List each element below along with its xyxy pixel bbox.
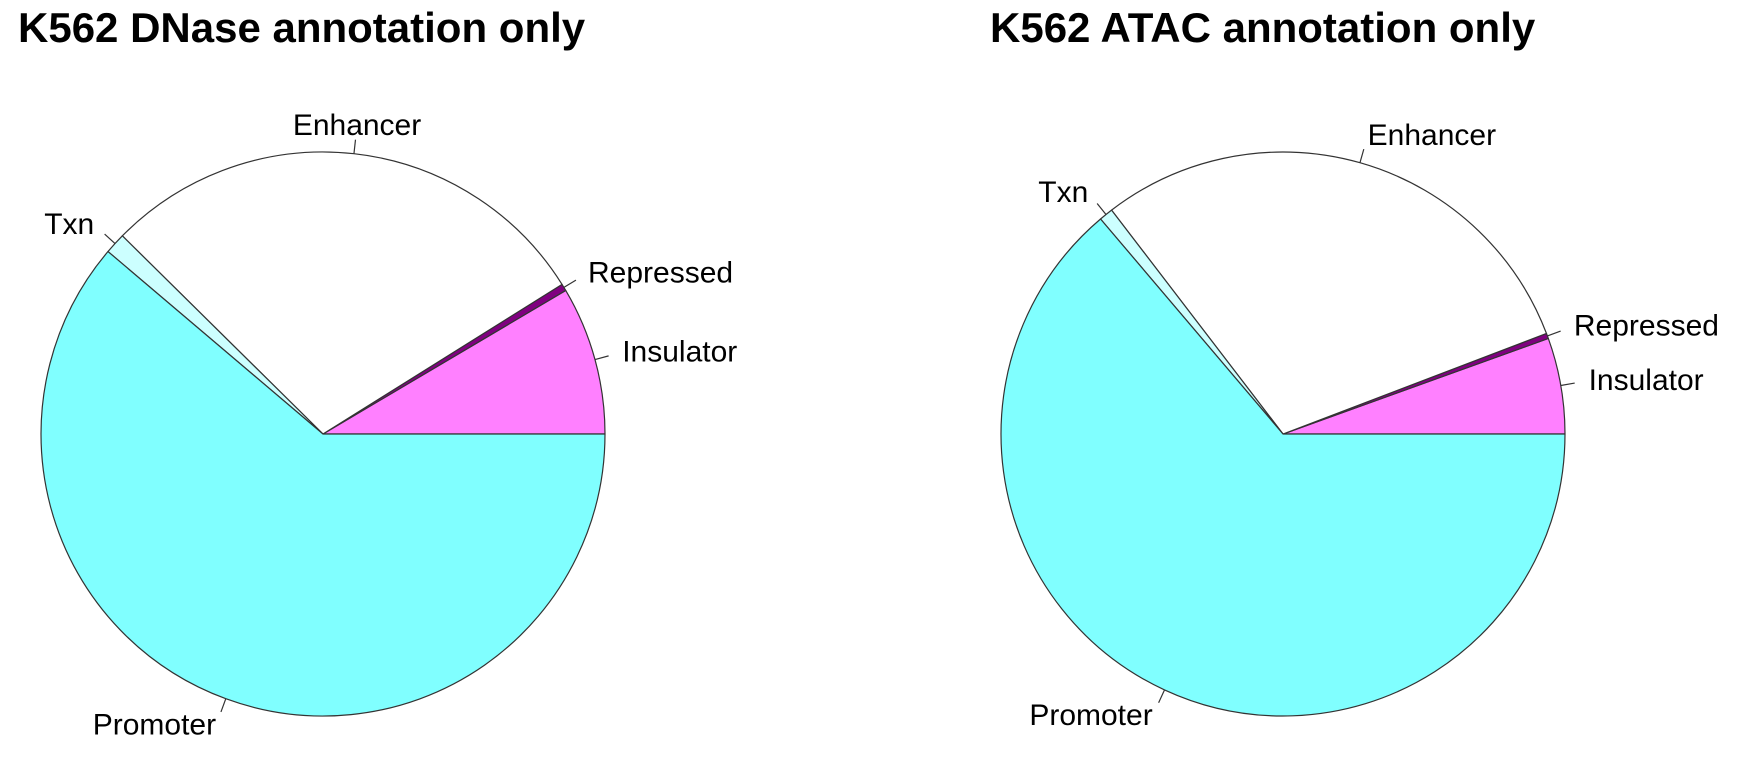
leader-line-promoter-dnase (220, 698, 227, 713)
slice-label-repressed-dnase: Repressed (588, 256, 733, 289)
slice-label-txn-atac: Txn (1038, 176, 1088, 209)
slice-label-enhancer-dnase: Enhancer (293, 109, 421, 142)
chart-title-dnase: K562 DNase annotation only (18, 4, 586, 51)
slice-label-enhancer-atac: Enhancer (1368, 119, 1496, 152)
slice-label-promoter-dnase: Promoter (93, 709, 216, 742)
leader-line-enhancer-dnase (353, 139, 357, 154)
leader-line-enhancer-atac (1359, 148, 1365, 163)
leader-line-repressed-atac (1547, 330, 1561, 337)
leader-line-insulator-dnase (594, 355, 609, 361)
pie-chart-atac: K562 ATAC annotation only Insulator Repre… (990, 4, 1719, 732)
leader-line-txn-dnase (104, 233, 116, 245)
pie-leaders-dnase (104, 139, 609, 713)
pie-slices-atac (1000, 151, 1566, 717)
pie-slice-enhancer-dnase (121, 151, 563, 435)
slice-label-insulator-atac: Insulator (1589, 364, 1704, 397)
slice-label-promoter-atac: Promoter (1029, 699, 1152, 732)
leader-line-repressed-dnase (563, 279, 577, 288)
pie-slice-insulator-dnase (322, 289, 606, 435)
slice-label-txn-dnase: Txn (44, 208, 94, 241)
chart-title-atac: K562 ATAC annotation only (990, 4, 1536, 51)
pie-labels-atac: Insulator Repressed Enhancer Txn Promoter (1029, 119, 1719, 732)
leader-line-promoter-atac (1158, 689, 1166, 703)
pie-slices-dnase (40, 151, 606, 717)
leader-line-txn-atac (1096, 203, 1107, 215)
leader-line-insulator-atac (1560, 382, 1575, 387)
pie-chart-dnase: K562 DNase annotation only Insulator Repr… (18, 4, 737, 742)
pie-leaders-atac (1096, 148, 1575, 703)
slice-label-repressed-atac: Repressed (1574, 310, 1719, 343)
slice-label-insulator-dnase: Insulator (622, 336, 737, 369)
pie-slice-promoter-atac (1000, 218, 1566, 717)
pie-labels-dnase: Insulator Repressed Enhancer Txn Promoter (44, 109, 737, 742)
